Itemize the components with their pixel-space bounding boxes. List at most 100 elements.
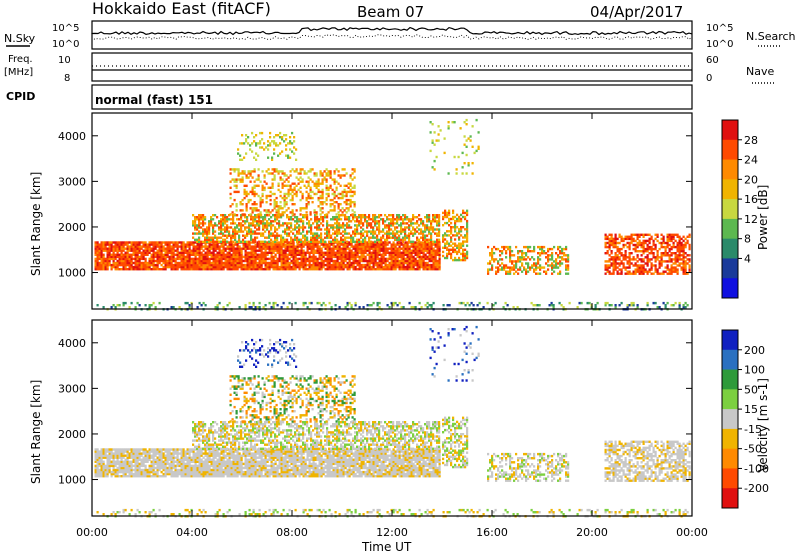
echo-cell [424, 235, 426, 237]
echo-cell [442, 240, 444, 242]
echo-cell [543, 250, 545, 252]
echo-cell [256, 237, 258, 239]
echo-cell [192, 232, 194, 234]
echo-cell [151, 304, 153, 306]
echo-cell [306, 203, 308, 205]
echo-cell [187, 268, 189, 270]
echo-cell [617, 238, 619, 240]
echo-cell [224, 222, 226, 224]
echo-cell [521, 271, 523, 273]
echo-cell [153, 243, 155, 245]
echo-cell [337, 243, 339, 245]
echo-cell [254, 201, 256, 203]
echo-cell [380, 237, 382, 239]
echo-cell [129, 268, 131, 270]
echo-cell [452, 247, 454, 249]
echo-cell [340, 226, 342, 228]
echo-cell [375, 260, 377, 262]
echo-cell [681, 266, 683, 268]
echo-cell [219, 256, 221, 258]
echo-cell [334, 237, 336, 239]
echo-cell [165, 243, 167, 245]
echo-cell [300, 191, 302, 193]
echo-cell [245, 256, 247, 258]
echo-cell [433, 243, 435, 245]
echo-cell [105, 264, 107, 266]
echo-cell [177, 264, 179, 266]
echo-cell [287, 243, 289, 245]
echo-cell [617, 266, 619, 268]
echo-cell [257, 306, 259, 308]
echo-cell [381, 268, 383, 270]
echo-cell [282, 178, 284, 180]
echo-cell [559, 246, 561, 248]
echo-cell [299, 258, 301, 260]
echo-cell [249, 256, 251, 258]
echo-cell [359, 306, 361, 308]
echo-cell [336, 201, 338, 203]
echo-cell [413, 252, 415, 254]
echo-cell [321, 248, 323, 250]
echo-cell [433, 248, 435, 250]
echo-cell [240, 241, 242, 243]
echo-cell [107, 248, 109, 250]
echo-cell [221, 260, 223, 262]
echo-cell [287, 142, 289, 144]
echo-cell [643, 266, 645, 268]
echo-cell [683, 250, 685, 252]
echo-cell [290, 239, 292, 241]
echo-cell [307, 260, 309, 262]
echo-cell [266, 170, 268, 172]
echo-cell [351, 304, 353, 306]
echo-cell [493, 258, 495, 260]
echo-cell [428, 239, 430, 241]
echo-cell [259, 248, 261, 250]
echo-cell [351, 262, 353, 264]
echo-cell [405, 258, 407, 260]
echo-cell [525, 268, 527, 270]
echo-cell [284, 193, 286, 195]
echo-cell [235, 268, 237, 270]
echo-cell [171, 248, 173, 250]
echo-cell [361, 243, 363, 245]
echo-cell [242, 181, 244, 183]
echo-cell [303, 243, 305, 245]
echo-cell [254, 226, 256, 228]
echo-cell [404, 235, 406, 237]
echo-cell [209, 252, 211, 254]
echo-cell [450, 226, 452, 228]
echo-cell [318, 241, 320, 243]
echo-cell [284, 185, 286, 187]
echo-cell [344, 218, 346, 220]
echo-cell [225, 243, 227, 245]
echo-cell [200, 214, 202, 216]
echo-cell [450, 236, 452, 238]
echo-cell [423, 260, 425, 262]
echo-cell [234, 191, 236, 193]
echo-cell [107, 256, 109, 258]
echo-cell [419, 243, 421, 245]
echo-cell [267, 144, 269, 146]
echo-cell [191, 252, 193, 254]
echo-cell [671, 258, 673, 260]
echo-cell [407, 252, 409, 254]
echo-cell [342, 193, 344, 195]
echo-cell [641, 264, 643, 266]
echo-cell [340, 224, 342, 226]
echo-cell [232, 211, 234, 213]
echo-cell [410, 241, 412, 243]
echo-cell [366, 235, 368, 237]
echo-cell [199, 243, 201, 245]
echo-cell [609, 234, 611, 236]
echo-cell [115, 243, 117, 245]
echo-cell [242, 176, 244, 178]
echo-cell [347, 252, 349, 254]
echo-cell [253, 136, 255, 138]
echo-cell [334, 172, 336, 174]
echo-cell [223, 248, 225, 250]
echo-cell [302, 241, 304, 243]
echo-cell [336, 168, 338, 170]
echo-cell [369, 243, 371, 245]
echo-cell [349, 248, 351, 250]
